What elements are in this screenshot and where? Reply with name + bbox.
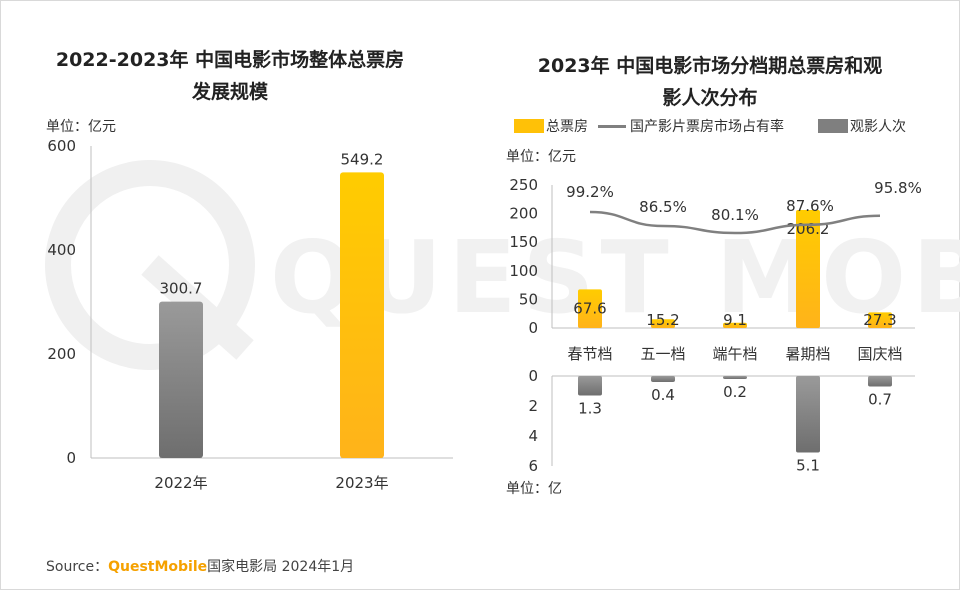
right-top-y-tick-label: 50 xyxy=(519,290,538,308)
box-office-bar-暑期档 xyxy=(796,210,820,328)
legend-box-office-swatch xyxy=(514,119,544,133)
right-top-y-tick-label: 0 xyxy=(528,319,538,337)
right-title-line1: 2023年 中国电影市场分档期总票房和观 xyxy=(537,55,883,77)
box-office-bar-端午档 xyxy=(723,322,747,328)
right-top-y-tick-label: 200 xyxy=(509,205,538,223)
right-top-y-tick-label: 250 xyxy=(509,176,538,194)
right-chart-title: 2023年 中国电影市场分档期总票房和观 影人次分布 xyxy=(500,50,920,114)
left-bar-2023年 xyxy=(340,172,384,458)
left-bar-value-label: 549.2 xyxy=(341,150,384,168)
left-unit-label: 单位：亿元 xyxy=(46,119,116,135)
legend-admissions-swatch xyxy=(818,119,848,133)
right-bottom-y-tick-label: 2 xyxy=(528,397,538,415)
box-office-bar-五一档 xyxy=(651,319,675,328)
legend-share-swatch xyxy=(598,125,626,128)
admissions-value-label: 0.4 xyxy=(651,386,675,404)
admissions-value-label: 0.2 xyxy=(723,383,747,401)
right-bottom-y-tick-label: 6 xyxy=(528,457,538,475)
legend-share-label: 国产影片票房市场占有率 xyxy=(630,119,784,135)
left-x-tick-label: 2022年 xyxy=(154,474,207,492)
market-share-label: 95.8% xyxy=(874,179,922,197)
right-x-tick-label: 国庆档 xyxy=(857,345,902,363)
admissions-bar-端午档 xyxy=(723,376,747,379)
box-office-bar-春节档 xyxy=(578,289,602,328)
admissions-bar-五一档 xyxy=(651,376,675,382)
right-unit-bottom: 单位：亿 xyxy=(506,481,562,497)
right-x-tick-label: 端午档 xyxy=(712,345,757,363)
source-brand: QuestMobile xyxy=(108,559,208,575)
left-y-tick-label: 200 xyxy=(47,345,76,363)
source-prefix: Source： xyxy=(46,559,109,575)
left-chart-title: 2022-2023年 中国电影市场整体总票房 发展规模 xyxy=(20,44,440,108)
left-title-line1: 2022-2023年 中国电影市场整体总票房 xyxy=(55,49,405,71)
left-x-tick-label: 2023年 xyxy=(335,474,388,492)
admissions-bar-春节档 xyxy=(578,376,602,396)
right-top-y-tick-label: 100 xyxy=(509,262,538,280)
market-share-label: 87.6% xyxy=(786,197,834,215)
source-rest: 国家电影局 2024年1月 xyxy=(207,559,355,575)
left-y-tick-label: 400 xyxy=(47,241,76,259)
right-bottom-y-tick-label: 0 xyxy=(528,367,538,385)
right-top-y-tick-label: 150 xyxy=(509,233,538,251)
left-y-tick-label: 600 xyxy=(47,137,76,155)
right-title-line2: 影人次分布 xyxy=(662,87,758,109)
box-office-value-label: 67.6 xyxy=(573,299,606,317)
left-y-tick-label: 0 xyxy=(66,449,76,467)
legend-box-office-label: 总票房 xyxy=(546,119,588,135)
right-x-tick-label: 春节档 xyxy=(567,345,612,363)
left-title-line2: 发展规模 xyxy=(191,81,268,103)
left-bar-value-label: 300.7 xyxy=(160,280,203,298)
right-x-tick-label: 五一档 xyxy=(640,345,685,363)
admissions-bar-暑期档 xyxy=(796,376,820,453)
source-footer: Source：QuestMobile国家电影局 2024年1月 xyxy=(46,556,354,576)
admissions-value-label: 5.1 xyxy=(796,457,820,475)
box-office-value-label: 27.3 xyxy=(863,311,896,329)
market-share-label: 99.2% xyxy=(566,183,614,201)
box-office-bar-国庆档 xyxy=(868,312,892,328)
market-share-label: 80.1% xyxy=(711,206,759,224)
market-share-line xyxy=(589,210,881,235)
market-share-label: 86.5% xyxy=(639,198,687,216)
right-bottom-y-tick-label: 4 xyxy=(528,427,538,445)
legend-admissions-label: 观影人次 xyxy=(850,119,906,135)
admissions-value-label: 1.3 xyxy=(578,400,602,418)
admissions-bar-国庆档 xyxy=(868,376,892,387)
box-office-value-label: 15.2 xyxy=(646,311,679,329)
right-unit-top: 单位：亿元 xyxy=(506,149,576,165)
left-bar-2022年 xyxy=(159,301,203,458)
box-office-value-label: 9.1 xyxy=(723,311,747,329)
admissions-value-label: 0.7 xyxy=(868,391,892,409)
right-x-tick-label: 暑期档 xyxy=(785,345,830,363)
